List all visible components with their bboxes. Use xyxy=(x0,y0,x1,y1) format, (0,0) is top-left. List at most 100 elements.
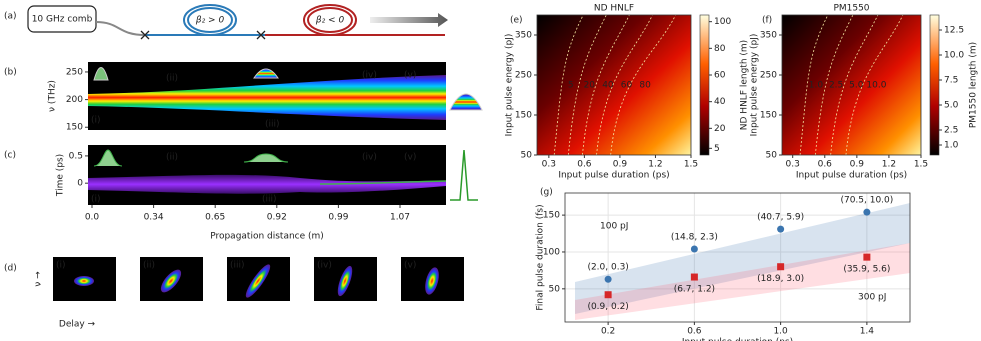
y-tick-label: 0.5 xyxy=(69,151,83,161)
x-axis-label: Input pulse duration (ps) xyxy=(796,171,907,181)
colorbar-tick-label: 80 xyxy=(714,44,726,54)
panel-letter: (d) xyxy=(4,264,17,274)
stage-label: (ii) xyxy=(166,153,178,163)
y-axis-label: Input pulse energy (pJ) xyxy=(505,34,515,137)
x-tick-label: 0.92 xyxy=(267,213,287,223)
pulse-trace xyxy=(319,180,447,185)
data-label: (14.8, 2.3) xyxy=(671,233,718,243)
data-label: (2.0, 0.3) xyxy=(587,263,628,273)
contour-line xyxy=(596,14,653,156)
snapshot-spot xyxy=(160,269,182,293)
panel-letter: (g) xyxy=(540,188,553,198)
x-tick-label: 0.3 xyxy=(786,160,800,170)
contour-label: 2.5 xyxy=(829,81,843,91)
snapshot-label: (iii) xyxy=(230,261,245,271)
data-label: (40.7, 5.9) xyxy=(757,213,804,223)
contour-line xyxy=(610,14,676,156)
spectrum-band xyxy=(88,75,446,120)
y-tick-label: 150 xyxy=(543,211,560,221)
y-tick-label: 250 xyxy=(515,71,532,81)
x-tick-label: 0.9 xyxy=(613,160,628,170)
contour-label: 20 xyxy=(584,81,596,91)
heatmap-field xyxy=(782,15,921,155)
colorbar-tick-label: 10.0 xyxy=(944,51,964,61)
x-tick-label: 0.2 xyxy=(601,327,615,337)
heatmap-field xyxy=(537,15,691,155)
stage-label: (iv) xyxy=(362,153,377,163)
data-point xyxy=(604,291,612,299)
y-tick-label: 150 xyxy=(66,123,83,133)
colorbar-tick-label: 5 xyxy=(714,144,720,154)
contour-line xyxy=(553,14,584,156)
x-tick-label: 1.2 xyxy=(648,160,662,170)
panel-letter: (e) xyxy=(510,16,523,26)
snapshot-label: (v) xyxy=(404,261,416,271)
x-tick-label: 0.3 xyxy=(542,160,556,170)
snapshot-spot xyxy=(425,267,439,295)
x-tick-label: 1.5 xyxy=(914,160,928,170)
stage-label: (v) xyxy=(404,153,416,163)
contour-label: 80 xyxy=(639,81,651,91)
plot-bg xyxy=(565,193,910,322)
x-tick-label: 1.5 xyxy=(684,160,698,170)
x-tick-label: 1.0 xyxy=(773,327,788,337)
colorbar xyxy=(929,14,940,156)
inset-pulse xyxy=(93,67,109,81)
colorbar-tick-label: 5.0 xyxy=(944,101,959,111)
x-tick-label: 1.4 xyxy=(860,327,875,337)
inset-pulse xyxy=(449,93,483,111)
data-point xyxy=(690,245,698,253)
x-tick-label: 0.0 xyxy=(85,213,100,223)
colorbar-tick-label: 40 xyxy=(714,97,726,107)
plot-frame xyxy=(564,192,911,323)
x-tick-label: 0.9 xyxy=(850,160,865,170)
data-label: (35.9, 5.6) xyxy=(843,265,890,275)
snapshot-spot xyxy=(245,264,271,298)
colorbar-tick-label: 100 xyxy=(714,17,731,27)
contour-line xyxy=(814,14,854,156)
contour-line xyxy=(567,14,607,156)
y-tick-label: 150 xyxy=(760,111,777,121)
contour-line xyxy=(582,14,630,156)
snapshot-spot xyxy=(337,265,353,297)
panel-letter: (b) xyxy=(4,68,17,78)
plot-title: ND HNLF xyxy=(594,4,634,14)
panel-letter: (c) xyxy=(4,151,16,161)
pulse-band xyxy=(88,174,446,194)
stage-label: (i) xyxy=(91,116,101,126)
stage-label: (iii) xyxy=(265,120,280,130)
x-axis-label: Propagation distance (m) xyxy=(210,232,324,242)
contour-label: 5.0 xyxy=(849,81,864,91)
y-axis-label: Final pulse duration (fs) xyxy=(536,204,546,310)
plot-title: PM1550 xyxy=(833,4,869,14)
x-tick-label: 0.6 xyxy=(577,160,592,170)
data-label: (6.7, 1.2) xyxy=(674,285,715,295)
snapshot-axis-label: ν → xyxy=(34,271,44,287)
data-label: (70.5, 10.0) xyxy=(840,196,893,206)
contour-line xyxy=(799,14,829,156)
y-tick-label: 100 xyxy=(543,247,560,257)
contour-label: 5 xyxy=(568,81,574,91)
colorbar-tick-label: 2.5 xyxy=(944,126,958,136)
fiber-label: β₂ < 0 xyxy=(315,16,345,26)
colorbar xyxy=(699,14,710,156)
colorbar-tick-label: 7.5 xyxy=(944,76,958,86)
colorbar-tick-label: 1.0 xyxy=(944,141,959,151)
data-label: (18.9, 3.0) xyxy=(757,274,804,284)
contour-label: 40 xyxy=(602,81,614,91)
data-point xyxy=(777,263,785,271)
stage-label: (iv) xyxy=(362,71,377,81)
data-point xyxy=(863,253,871,261)
colorbar-tick-label: 60 xyxy=(714,71,726,81)
y-tick-label: 350 xyxy=(515,31,532,41)
panel-letter: (f) xyxy=(762,16,772,26)
stage-label: (v) xyxy=(404,71,416,81)
inset-pulse xyxy=(243,153,289,163)
y-tick-label: 50 xyxy=(766,151,778,161)
y-tick-label: 0 xyxy=(77,179,83,189)
colorbar-label: PM1550 length (m) xyxy=(969,42,979,128)
inset-pulse xyxy=(93,149,123,167)
data-point xyxy=(777,225,785,233)
contour-label: 60 xyxy=(621,81,633,91)
